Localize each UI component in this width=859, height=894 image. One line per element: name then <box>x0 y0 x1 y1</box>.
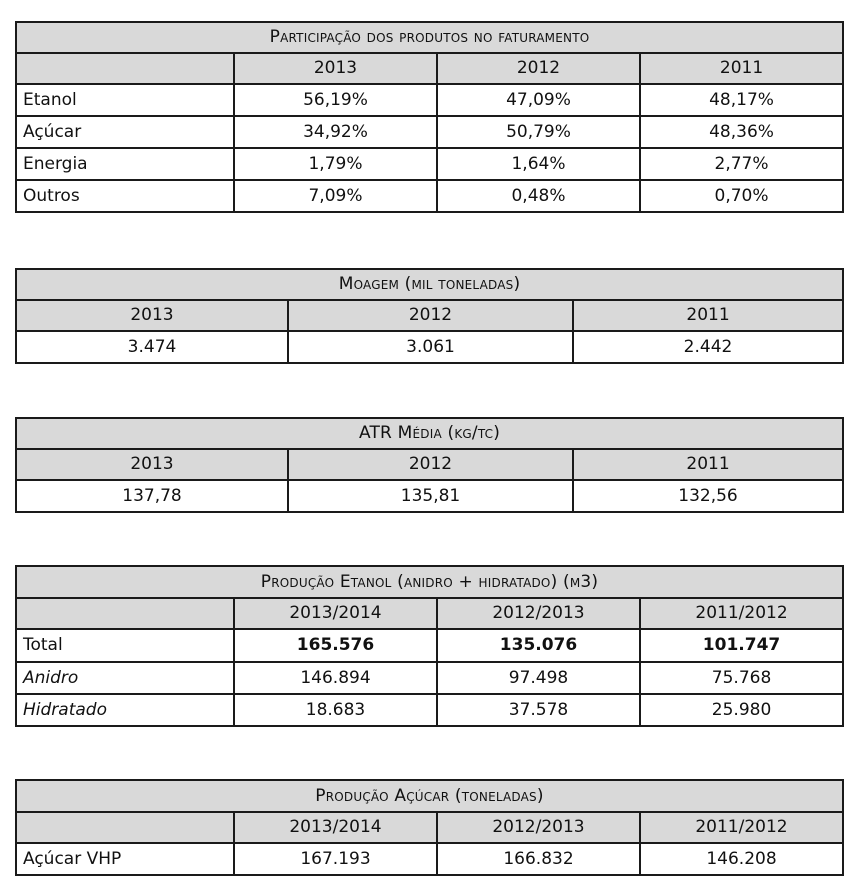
cell-value: 50,79% <box>436 115 641 149</box>
cell-value: 135.076 <box>436 628 641 663</box>
year-header: 2012 <box>287 448 574 481</box>
cell-value: 47,09% <box>436 83 641 117</box>
cell-value: 75.768 <box>638 661 845 695</box>
cell-value: 2.442 <box>571 330 845 364</box>
row-label: Anidro <box>15 661 235 695</box>
cell-value: 132,56 <box>571 479 845 513</box>
moagem-table: Moagem (mil toneladas) 2013 2012 2011 3.… <box>14 268 845 364</box>
blank-header-cell <box>15 52 235 85</box>
year-header: 2013 <box>15 448 289 481</box>
cell-value: 1,79% <box>233 147 438 181</box>
acucar-title: Produção Açúcar (toneladas) <box>15 779 844 813</box>
participacao-table: Participação dos produtos no faturamento… <box>14 21 845 213</box>
cell-value: 167.193 <box>233 842 438 876</box>
cell-value: 166.832 <box>436 842 641 876</box>
cell-value: 0,48% <box>436 179 641 213</box>
table-row: Etanol 56,19% 47,09% 48,17% <box>15 83 845 117</box>
cell-value: 3.474 <box>15 330 289 364</box>
row-label: Hidratado <box>15 693 235 727</box>
cell-value: 1,64% <box>436 147 641 181</box>
atr-table: ATR Média (kg/tc) 2013 2012 2011 137,78 … <box>14 417 845 513</box>
year-header: 2012/2013 <box>436 597 641 630</box>
table-row: Hidratado 18.683 37.578 25.980 <box>15 693 845 727</box>
cell-value: 34,92% <box>233 115 438 149</box>
table-row: 137,78 135,81 132,56 <box>15 479 845 513</box>
year-header: 2011/2012 <box>638 597 845 630</box>
table-row: Outros 7,09% 0,48% 0,70% <box>15 179 845 213</box>
cell-value: 101.747 <box>638 628 845 663</box>
atr-title: ATR Média (kg/tc) <box>14 417 845 450</box>
year-header: 2012 <box>436 52 641 85</box>
table-row: Açúcar VHP 167.193 166.832 146.208 <box>15 842 844 876</box>
cell-value: 146.208 <box>639 842 844 876</box>
table-row: Anidro 146.894 97.498 75.768 <box>15 661 845 695</box>
year-header: 2012 <box>287 299 574 332</box>
row-label: Açúcar <box>15 115 235 149</box>
cell-value: 137,78 <box>15 479 289 513</box>
row-label: Etanol <box>15 83 235 117</box>
year-header: 2011 <box>571 448 845 481</box>
row-label: Açúcar VHP <box>15 842 235 876</box>
cell-value: 97.498 <box>436 661 641 695</box>
cell-value: 18.683 <box>233 693 438 727</box>
year-header: 2011/2012 <box>639 811 844 844</box>
blank-header-cell <box>15 597 235 630</box>
cell-value: 56,19% <box>233 83 438 117</box>
cell-value: 48,17% <box>638 83 845 117</box>
acucar-table: Produção Açúcar (toneladas) 2013/2014 20… <box>15 779 844 876</box>
cell-value: 146.894 <box>233 661 438 695</box>
table-row: Açúcar 34,92% 50,79% 48,36% <box>15 115 845 149</box>
cell-value: 165.576 <box>233 628 438 663</box>
year-header: 2013 <box>15 299 289 332</box>
etanol-title: Produção Etanol (anidro + hidratado) (m3… <box>14 565 845 599</box>
table-row: Energia 1,79% 1,64% 2,77% <box>15 147 845 181</box>
cell-value: 3.061 <box>287 330 574 364</box>
row-label: Outros <box>15 179 235 213</box>
year-header: 2012/2013 <box>436 811 641 844</box>
year-header: 2013 <box>233 52 438 85</box>
year-header: 2011 <box>638 52 845 85</box>
cell-value: 0,70% <box>638 179 845 213</box>
table-row: Total 165.576 135.076 101.747 <box>15 628 845 663</box>
participacao-title: Participação dos produtos no faturamento <box>14 21 845 54</box>
year-header: 2011 <box>571 299 845 332</box>
cell-value: 25.980 <box>638 693 845 727</box>
row-label: Energia <box>15 147 235 181</box>
year-header: 2013/2014 <box>233 597 438 630</box>
table-row: 3.474 3.061 2.442 <box>15 330 845 364</box>
cell-value: 2,77% <box>638 147 845 181</box>
cell-value: 48,36% <box>638 115 845 149</box>
row-label: Total <box>15 628 235 663</box>
etanol-table: Produção Etanol (anidro + hidratado) (m3… <box>14 565 845 727</box>
year-header: 2013/2014 <box>233 811 438 844</box>
moagem-title: Moagem (mil toneladas) <box>14 268 845 301</box>
cell-value: 37.578 <box>436 693 641 727</box>
cell-value: 135,81 <box>287 479 574 513</box>
cell-value: 7,09% <box>233 179 438 213</box>
blank-header-cell <box>15 811 235 844</box>
